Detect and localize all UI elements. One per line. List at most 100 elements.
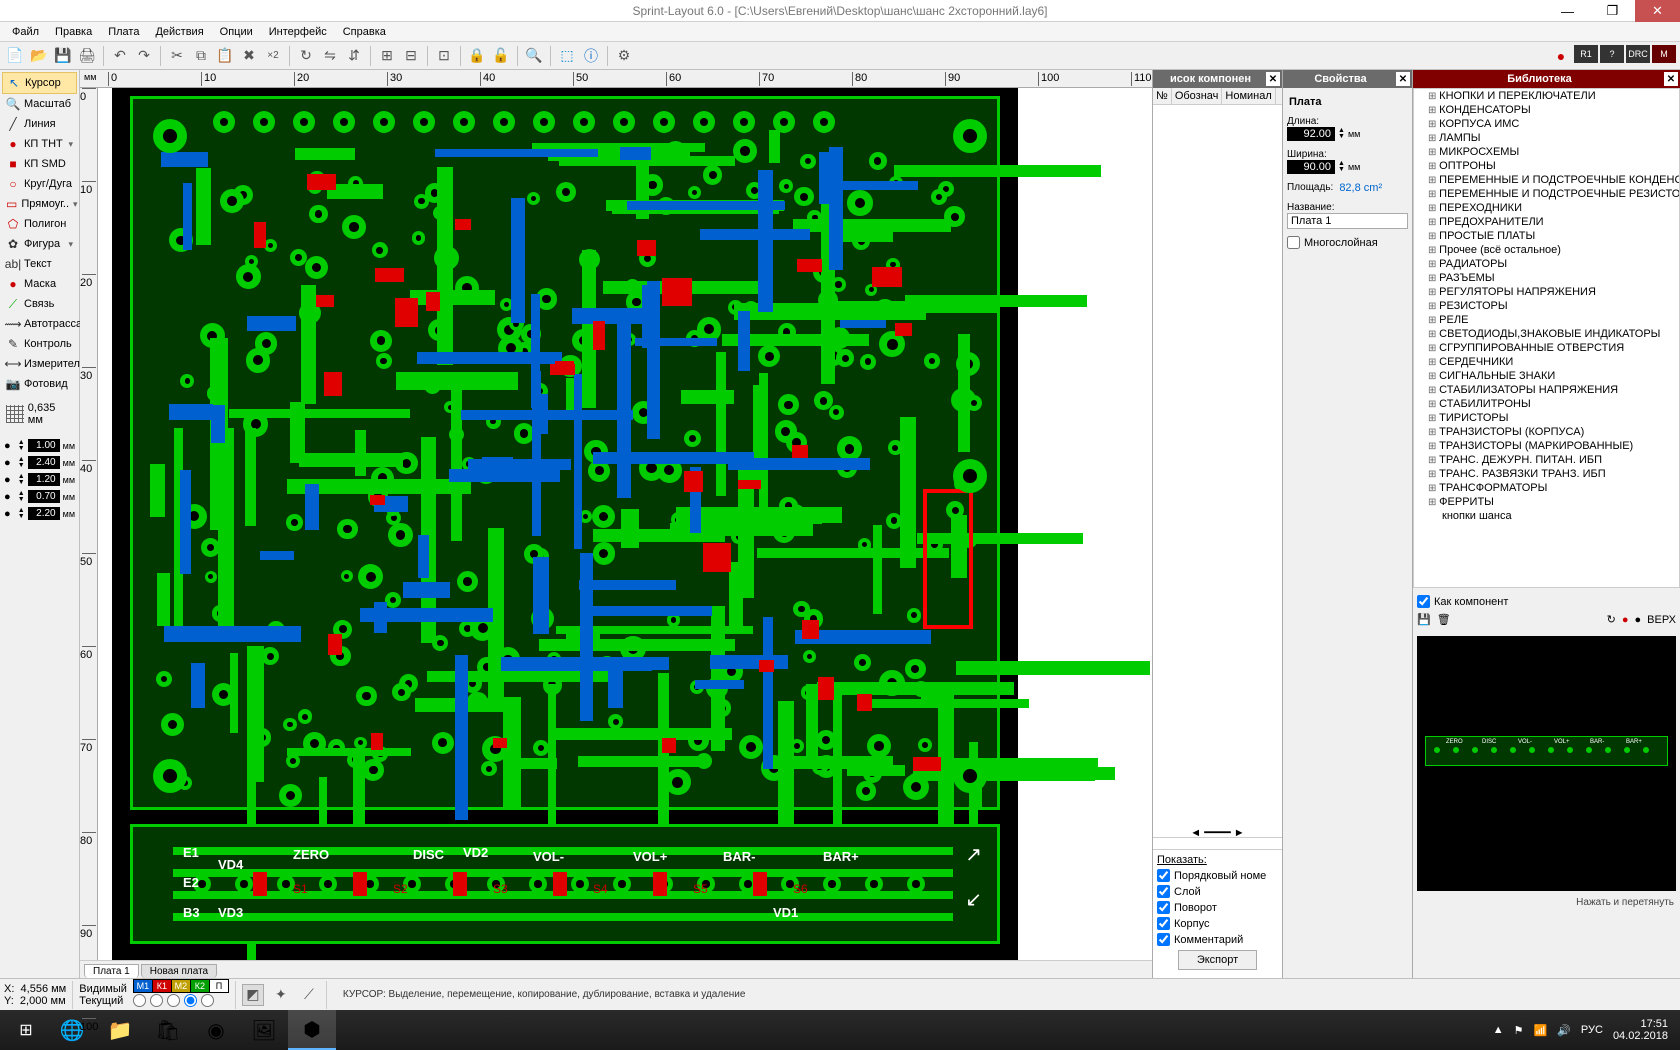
library-item[interactable]: ПЕРЕХОДНИКИ: [1414, 201, 1679, 215]
library-item[interactable]: СТАБИЛИЗАТОРЫ НАПРЯЖЕНИЯ: [1414, 383, 1679, 397]
library-item[interactable]: ТРАНЗИСТОРЫ (МАРКИРОВАННЫЕ): [1414, 439, 1679, 453]
open-icon[interactable]: 📂: [28, 45, 50, 67]
show-checkbox[interactable]: Корпус: [1157, 917, 1278, 930]
tray-up-icon[interactable]: ▲: [1493, 1024, 1504, 1036]
paste-icon[interactable]: 📋: [214, 45, 236, 67]
group-icon[interactable]: ⊞: [376, 45, 398, 67]
column-header[interactable]: Номинал: [1222, 88, 1275, 104]
stepper-icon[interactable]: ▲▼: [1338, 128, 1345, 140]
library-item[interactable]: ФЕРРИТЫ: [1414, 495, 1679, 509]
column-header[interactable]: №: [1153, 88, 1172, 104]
library-item[interactable]: ПЕРЕМЕННЫЕ И ПОДСТРОЕЧНЫЕ РЕЗИСТОР: [1414, 187, 1679, 201]
tray-lang[interactable]: РУС: [1581, 1024, 1603, 1036]
library-item[interactable]: РАДИАТОРЫ: [1414, 257, 1679, 271]
library-item[interactable]: СГРУППИРОВАННЫЕ ОТВЕРСТИЯ: [1414, 341, 1679, 355]
library-item[interactable]: КНОПКИ И ПЕРЕКЛЮЧАТЕЛИ: [1414, 89, 1679, 103]
library-item[interactable]: ОПТРОНЫ: [1414, 159, 1679, 173]
layer-radio[interactable]: [184, 994, 197, 1010]
redo-icon[interactable]: ↷: [133, 45, 155, 67]
mode-icon-3[interactable]: ⟋: [298, 984, 320, 1006]
tool-Связь[interactable]: ⟋Связь: [2, 294, 77, 314]
unlock-icon[interactable]: 🔓: [490, 45, 512, 67]
library-item[interactable]: КОНДЕНСАТОРЫ: [1414, 103, 1679, 117]
library-item[interactable]: ЛАМПЫ: [1414, 131, 1679, 145]
tray-clock[interactable]: 17:5104.02.2018: [1613, 1018, 1668, 1042]
param-row[interactable]: ●▲▼1.00мм: [2, 438, 77, 453]
info-icon[interactable]: ⓘ: [580, 45, 602, 67]
menu-item[interactable]: Интерфейс: [261, 24, 335, 40]
library-item[interactable]: РАЗЪЕМЫ: [1414, 271, 1679, 285]
menu-item[interactable]: Файл: [4, 24, 47, 40]
macro-icon[interactable]: M: [1652, 45, 1676, 63]
tray-network-icon[interactable]: 📶: [1534, 1024, 1548, 1037]
tool-КП SMD[interactable]: ■КП SMD: [2, 154, 77, 174]
menu-item[interactable]: Опции: [212, 24, 261, 40]
ungroup-icon[interactable]: ⊟: [400, 45, 422, 67]
component-list-body[interactable]: [1153, 105, 1282, 827]
library-item[interactable]: ТРАНС. ДЕЖУРН. ПИТАН. ИБП: [1414, 453, 1679, 467]
canvas[interactable]: E1E2B3VD4VD3ZERODISCVD2VOL-VOL+BAR-BAR+V…: [98, 88, 1152, 960]
show-checkbox[interactable]: Поворот: [1157, 901, 1278, 914]
layer-radio[interactable]: [150, 994, 163, 1010]
copy-icon[interactable]: ⧉: [190, 45, 212, 67]
mode-icon-2[interactable]: ✦: [270, 984, 292, 1006]
param-row[interactable]: ●▲▼1.20мм: [2, 472, 77, 487]
library-item[interactable]: СТАБИЛИТРОНЫ: [1414, 397, 1679, 411]
tool-Масштаб[interactable]: 🔍Масштаб: [2, 94, 77, 114]
name-input[interactable]: Плата 1: [1287, 213, 1408, 229]
close-icon[interactable]: ✕: [1664, 72, 1678, 86]
stepper-icon[interactable]: ▲▼: [1338, 161, 1345, 173]
library-item[interactable]: СЕРДЕЧНИКИ: [1414, 355, 1679, 369]
minimize-button[interactable]: —: [1545, 0, 1590, 22]
tool-Фотовид[interactable]: 📷Фотовид: [2, 374, 77, 394]
save-icon[interactable]: 💾: [52, 45, 74, 67]
menu-item[interactable]: Правка: [47, 24, 100, 40]
param-row[interactable]: ●▲▼2.40мм: [2, 455, 77, 470]
library-item[interactable]: ПЕРЕМЕННЫЕ И ПОДСТРОЕЧНЫЕ КОНДЕНС: [1414, 173, 1679, 187]
mode-icon-1[interactable]: ◩: [242, 984, 264, 1006]
tool-Автотрасса[interactable]: ⟿Автотрасса: [2, 314, 77, 334]
taskbar-store-icon[interactable]: 🛍: [144, 1010, 192, 1050]
library-preview[interactable]: ZERODISCVOL-VOL+BAR-BAR+: [1417, 636, 1676, 891]
drc-icon[interactable]: DRC: [1626, 45, 1650, 63]
library-item[interactable]: РЕЛЕ: [1414, 313, 1679, 327]
close-button[interactable]: ✕: [1635, 0, 1680, 22]
menu-item[interactable]: Плата: [100, 24, 147, 40]
library-item[interactable]: РЕГУЛЯТОРЫ НАПРЯЖЕНИЯ: [1414, 285, 1679, 299]
delete-icon[interactable]: ✖: [238, 45, 260, 67]
tool-Маска[interactable]: ●Маска: [2, 274, 77, 294]
tool-Линия[interactable]: ╱Линия: [2, 114, 77, 134]
close-icon[interactable]: ✕: [1396, 72, 1410, 86]
library-item[interactable]: ПРЕДОХРАНИТЕЛИ: [1414, 215, 1679, 229]
layer-radio[interactable]: [167, 994, 180, 1010]
maximize-button[interactable]: ❐: [1590, 0, 1635, 22]
tool-КП THT[interactable]: ●КП THT▾: [2, 134, 77, 154]
tool-Фигура[interactable]: ✿Фигура▾: [2, 234, 77, 254]
library-item[interactable]: ТИРИСТОРЫ: [1414, 411, 1679, 425]
system-tray[interactable]: ▲ ⚑ 📶 🔊 РУС 17:5104.02.2018: [1493, 1018, 1676, 1042]
stepper-icon[interactable]: ▲▼: [18, 491, 25, 503]
width-input[interactable]: 90.00: [1287, 160, 1335, 174]
stepper-icon[interactable]: ▲▼: [18, 474, 25, 486]
show-checkbox[interactable]: Слой: [1157, 885, 1278, 898]
dot-icon[interactable]: ●: [1634, 614, 1641, 626]
duplicate-icon[interactable]: ×2: [262, 45, 284, 67]
param-row[interactable]: ●▲▼0.70мм: [2, 489, 77, 504]
taskbar-sprint-icon[interactable]: ⬢: [288, 1010, 336, 1050]
taskbar-chrome-icon[interactable]: ◉: [192, 1010, 240, 1050]
library-item[interactable]: ПРОСТЫЕ ПЛАТЫ: [1414, 229, 1679, 243]
library-item[interactable]: ТРАНС. РАЗВЯЗКИ ТРАНЗ. ИБП: [1414, 467, 1679, 481]
taskbar-photos-icon[interactable]: 🖼: [240, 1010, 288, 1050]
menu-item[interactable]: Действия: [147, 24, 211, 40]
library-item[interactable]: Прочее (всё остальное): [1414, 243, 1679, 257]
library-item[interactable]: КОРПУСА ИМС: [1414, 117, 1679, 131]
rotate-icon[interactable]: ↻: [295, 45, 317, 67]
tray-flag-icon[interactable]: ⚑: [1514, 1024, 1524, 1037]
show-checkbox[interactable]: Комментарий: [1157, 933, 1278, 946]
param-row[interactable]: ●▲▼2.20мм: [2, 506, 77, 521]
start-button[interactable]: ⊞: [4, 1010, 48, 1050]
stepper-icon[interactable]: ▲▼: [18, 457, 25, 469]
tool-Прямоуг..[interactable]: ▭Прямоуг..▾: [2, 194, 77, 214]
length-input[interactable]: 92.00: [1287, 127, 1335, 141]
library-item[interactable]: СВЕТОДИОДЫ,ЗНАКОВЫЕ ИНДИКАТОРЫ: [1414, 327, 1679, 341]
